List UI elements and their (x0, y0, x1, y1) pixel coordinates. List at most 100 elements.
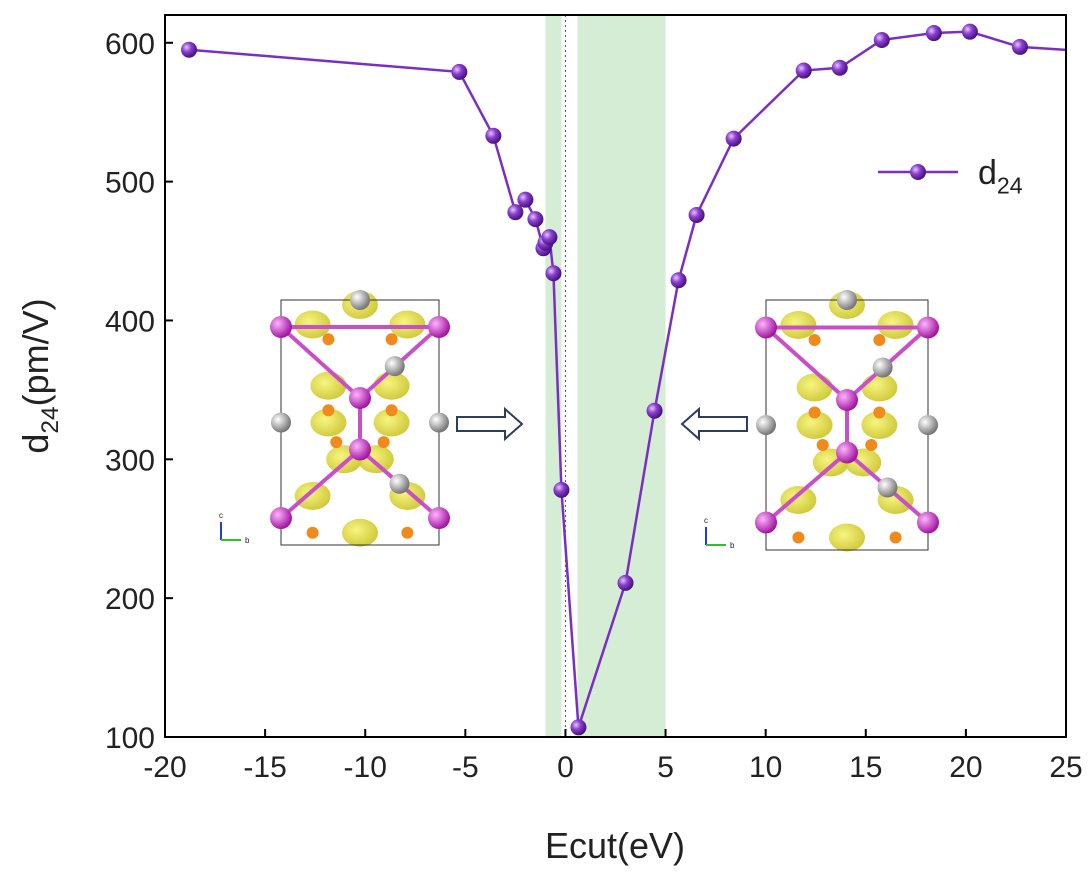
x-tick-label: -15 (243, 751, 286, 784)
density-lobe (294, 310, 331, 339)
y-tick-label: 100 (105, 722, 155, 755)
x-tick-label: 25 (1049, 751, 1082, 784)
atom-orange (385, 404, 398, 417)
atom-orange (889, 531, 902, 544)
data-point (507, 204, 524, 221)
plot (181, 23, 1092, 736)
bond (764, 450, 849, 525)
data-point (795, 62, 812, 79)
density-lobe (796, 411, 833, 439)
atom-magenta (270, 507, 292, 530)
data-point (517, 191, 534, 208)
axis-label: c (219, 511, 223, 520)
y-tick-label: 500 (105, 167, 155, 200)
atom-magenta (755, 511, 777, 534)
atom-orange (306, 526, 319, 539)
x-tick-label: 15 (849, 751, 882, 784)
x-tick-label: -5 (452, 751, 479, 784)
atom-grey (918, 415, 938, 435)
data-point (831, 59, 848, 76)
y-tick-label: 600 (105, 28, 155, 61)
atom-grey (384, 356, 405, 377)
atom-magenta (428, 507, 450, 530)
x-tick-label: -20 (143, 751, 186, 784)
crystal-inset: cb (704, 290, 939, 552)
data-point (873, 31, 890, 48)
shaded-range (545, 15, 562, 737)
y-axis-title: d24(pm/V) (15, 298, 64, 453)
legend-label: d24 (978, 154, 1023, 199)
density-lobe (373, 408, 410, 437)
atom-orange (792, 531, 805, 544)
atom-orange (865, 439, 878, 451)
density-lobe (780, 311, 817, 339)
density-lobe (877, 311, 914, 339)
x-axis-title: Ecut(eV) (545, 825, 685, 866)
density-lobe (861, 373, 898, 402)
data-point (725, 130, 742, 147)
atom-magenta (428, 315, 450, 338)
atom-magenta (270, 315, 292, 338)
density-lobe (796, 373, 833, 402)
data-point (451, 63, 468, 80)
atom-magenta (917, 511, 939, 534)
density-lobe (342, 518, 378, 547)
x-tick-label: -10 (344, 751, 387, 784)
atom-grey (350, 290, 370, 310)
density-lobe (829, 523, 865, 552)
x-tick-label: 0 (557, 751, 574, 784)
data-point (646, 402, 663, 419)
x-tick-label: 20 (949, 751, 982, 784)
atom-magenta (917, 316, 939, 339)
data-point (570, 719, 587, 736)
data-point (527, 211, 544, 228)
atom-magenta (836, 441, 858, 464)
atom-grey (271, 412, 291, 433)
data-point (925, 25, 942, 42)
data-point (553, 481, 570, 498)
bond (279, 447, 362, 520)
density-lobe (373, 371, 410, 400)
density-lobe (294, 482, 331, 510)
legend-marker (910, 164, 926, 180)
atom-grey (837, 290, 857, 310)
data-point (545, 265, 562, 282)
density-lobe (780, 486, 817, 514)
density-lobe (310, 371, 347, 400)
data-point (1011, 38, 1028, 55)
atom-orange (401, 526, 414, 539)
atom-orange (377, 436, 390, 449)
arrow-right (456, 406, 524, 442)
atom-orange (873, 334, 886, 346)
x-tick-label: 10 (749, 751, 782, 784)
crystal-inset: cb (219, 290, 450, 547)
density-lobe (310, 408, 347, 437)
atom-grey (877, 477, 898, 498)
y-tick-label: 400 (105, 305, 155, 338)
data-point (961, 23, 978, 40)
data-point (670, 272, 687, 289)
backdrop (545, 15, 666, 737)
axis-label: b (245, 536, 250, 545)
data-point (617, 574, 634, 591)
bond (279, 325, 362, 400)
axis-label: c (704, 516, 708, 525)
atom-grey (872, 357, 893, 378)
atom-orange (330, 436, 343, 449)
data-point (688, 206, 705, 223)
shaded-range (577, 15, 666, 737)
atom-grey (389, 473, 410, 494)
data-point (1078, 43, 1092, 59)
atom-magenta (836, 389, 858, 411)
plot-frame (164, 14, 1067, 738)
atom-orange (873, 406, 886, 419)
density-lobe (389, 310, 426, 339)
atom-orange (322, 333, 335, 346)
atom-magenta (755, 316, 777, 339)
atom-orange (322, 404, 335, 417)
data-point (181, 41, 198, 58)
atom-orange (808, 334, 821, 346)
atom-orange (808, 406, 821, 419)
